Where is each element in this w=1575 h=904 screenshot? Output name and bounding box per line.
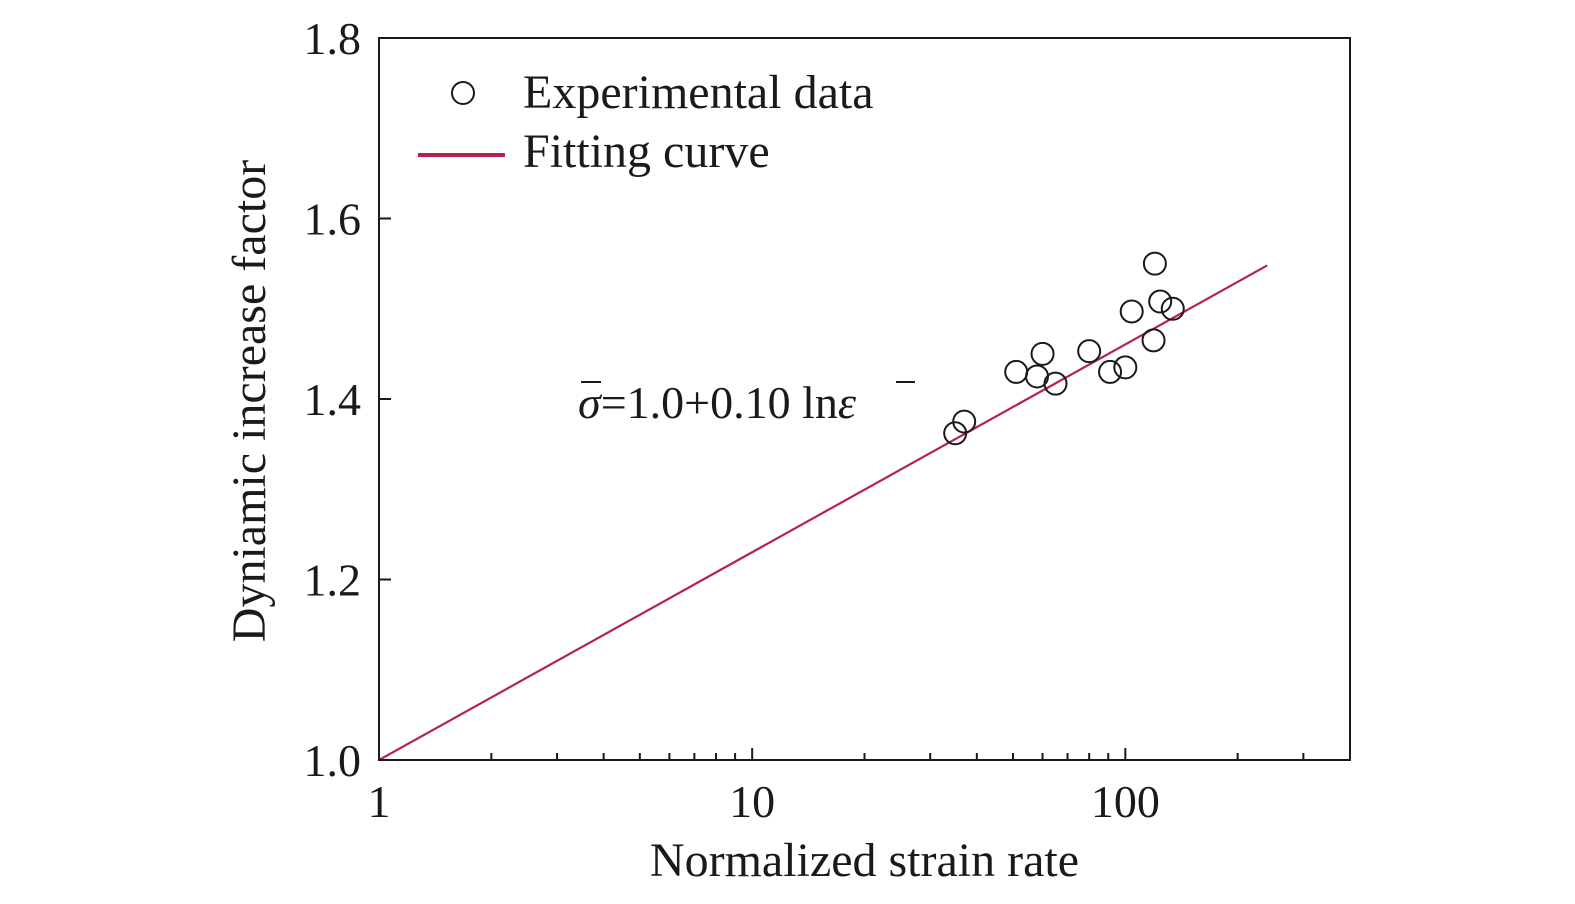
equation-text: σ=1.0+0.10 lnε — [578, 377, 857, 428]
y-tick-label: 1.2 — [304, 555, 362, 606]
data-point — [1141, 328, 1166, 353]
legend-label-experimental: Experimental data — [523, 66, 874, 119]
plot-layer — [378, 251, 1268, 761]
legend-label-fitting: Fitting curve — [523, 125, 770, 178]
fitting-curve-line — [378, 264, 1268, 761]
y-axis-label: Dyniamic increase factor — [223, 160, 276, 642]
data-point — [1043, 371, 1068, 396]
data-point — [1077, 339, 1102, 364]
x-tick-label: 1 — [368, 776, 391, 827]
data-point — [1030, 341, 1055, 366]
x-tick-label: 100 — [1091, 776, 1160, 827]
y-tick-label: 1.8 — [304, 13, 362, 64]
y-tick-label: 1.0 — [304, 735, 362, 786]
data-point — [1119, 299, 1144, 324]
data-point — [1148, 289, 1173, 314]
x-axis-label: Normalized strain rate — [650, 834, 1079, 887]
data-point — [1142, 251, 1167, 276]
data-point — [952, 409, 977, 434]
legend: Experimental data Fitting curve — [418, 66, 874, 178]
equation-body: =1.0+0.10 ln — [601, 377, 838, 428]
data-point — [1113, 355, 1138, 380]
equation-annotation: σ=1.0+0.10 lnε — [578, 377, 915, 428]
sigma-symbol: σ — [578, 377, 603, 428]
y-tick-label: 1.6 — [304, 194, 362, 245]
y-tick-label: 1.4 — [304, 374, 362, 425]
legend-marker-experimental — [451, 81, 475, 105]
epsilon-symbol: ε — [838, 377, 857, 428]
data-point — [1098, 359, 1123, 384]
x-tick-label: 10 — [729, 776, 775, 827]
data-point — [1160, 296, 1185, 321]
data-point — [1004, 359, 1029, 384]
